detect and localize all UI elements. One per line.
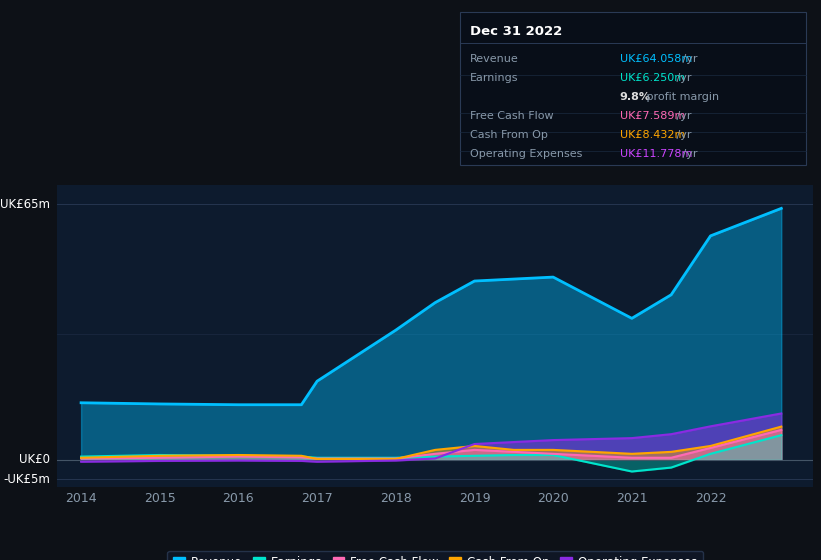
Text: UK£0: UK£0 bbox=[19, 453, 50, 466]
Text: 9.8%: 9.8% bbox=[620, 92, 651, 102]
Text: UK£64.058m: UK£64.058m bbox=[620, 54, 692, 64]
Text: /yr: /yr bbox=[679, 149, 698, 159]
Text: Cash From Op: Cash From Op bbox=[470, 130, 548, 140]
Text: /yr: /yr bbox=[679, 54, 698, 64]
Text: /yr: /yr bbox=[673, 111, 691, 121]
Text: Operating Expenses: Operating Expenses bbox=[470, 149, 582, 159]
Text: -UK£5m: -UK£5m bbox=[3, 473, 50, 486]
Text: UK£8.432m: UK£8.432m bbox=[620, 130, 686, 140]
Text: /yr: /yr bbox=[673, 130, 691, 140]
Text: UK£65m: UK£65m bbox=[0, 198, 50, 211]
Text: UK£7.589m: UK£7.589m bbox=[620, 111, 686, 121]
Text: UK£6.250m: UK£6.250m bbox=[620, 73, 685, 83]
Text: profit margin: profit margin bbox=[644, 92, 720, 102]
Text: Revenue: Revenue bbox=[470, 54, 518, 64]
Text: /yr: /yr bbox=[673, 73, 691, 83]
Text: Free Cash Flow: Free Cash Flow bbox=[470, 111, 553, 121]
Legend: Revenue, Earnings, Free Cash Flow, Cash From Op, Operating Expenses: Revenue, Earnings, Free Cash Flow, Cash … bbox=[167, 550, 703, 560]
Text: Earnings: Earnings bbox=[470, 73, 518, 83]
Text: UK£11.778m: UK£11.778m bbox=[620, 149, 692, 159]
Text: Dec 31 2022: Dec 31 2022 bbox=[470, 25, 562, 38]
